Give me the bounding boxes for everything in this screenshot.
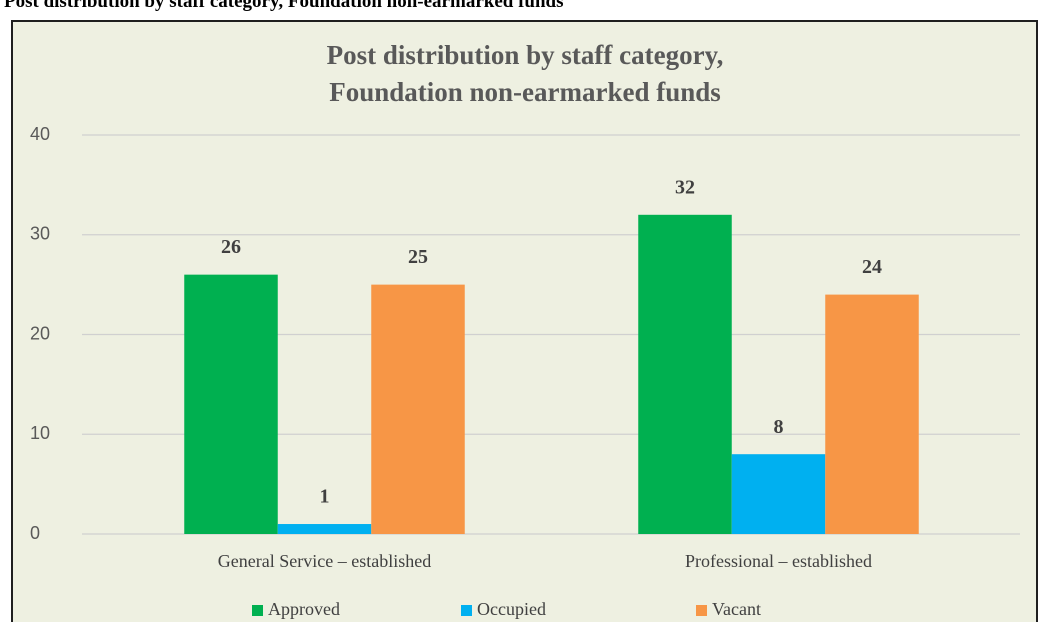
data-label: 32: [675, 176, 695, 198]
chart-title: Foundation non-earmarked funds: [329, 77, 721, 107]
x-tick-label: Professional – established: [685, 551, 872, 571]
y-tick-label: 30: [30, 224, 50, 244]
data-label: 1: [320, 486, 330, 508]
data-label: 25: [408, 246, 428, 268]
legend-swatch: [252, 605, 263, 616]
bar: [371, 284, 465, 534]
chart-title: Post distribution by staff category,: [327, 40, 724, 70]
legend-swatch: [696, 605, 707, 616]
y-tick-label: 10: [30, 423, 50, 443]
y-tick-label: 0: [30, 523, 40, 543]
data-label: 24: [862, 256, 882, 278]
bar: [638, 214, 732, 535]
y-tick-label: 20: [30, 323, 50, 343]
bar: [731, 454, 826, 534]
y-tick-label: 40: [30, 124, 50, 144]
bar: [825, 294, 919, 534]
legend-label: Vacant: [712, 599, 761, 619]
data-label: 26: [221, 236, 241, 258]
legend-swatch: [461, 605, 472, 616]
page-heading: Post distribution by staff category, Fou…: [4, 0, 564, 12]
x-tick-label: General Service – established: [218, 551, 431, 571]
legend-label: Occupied: [477, 599, 546, 619]
data-label: 8: [774, 416, 784, 438]
bar: [277, 524, 372, 534]
legend-label: Approved: [268, 599, 340, 619]
bar: [184, 274, 278, 534]
